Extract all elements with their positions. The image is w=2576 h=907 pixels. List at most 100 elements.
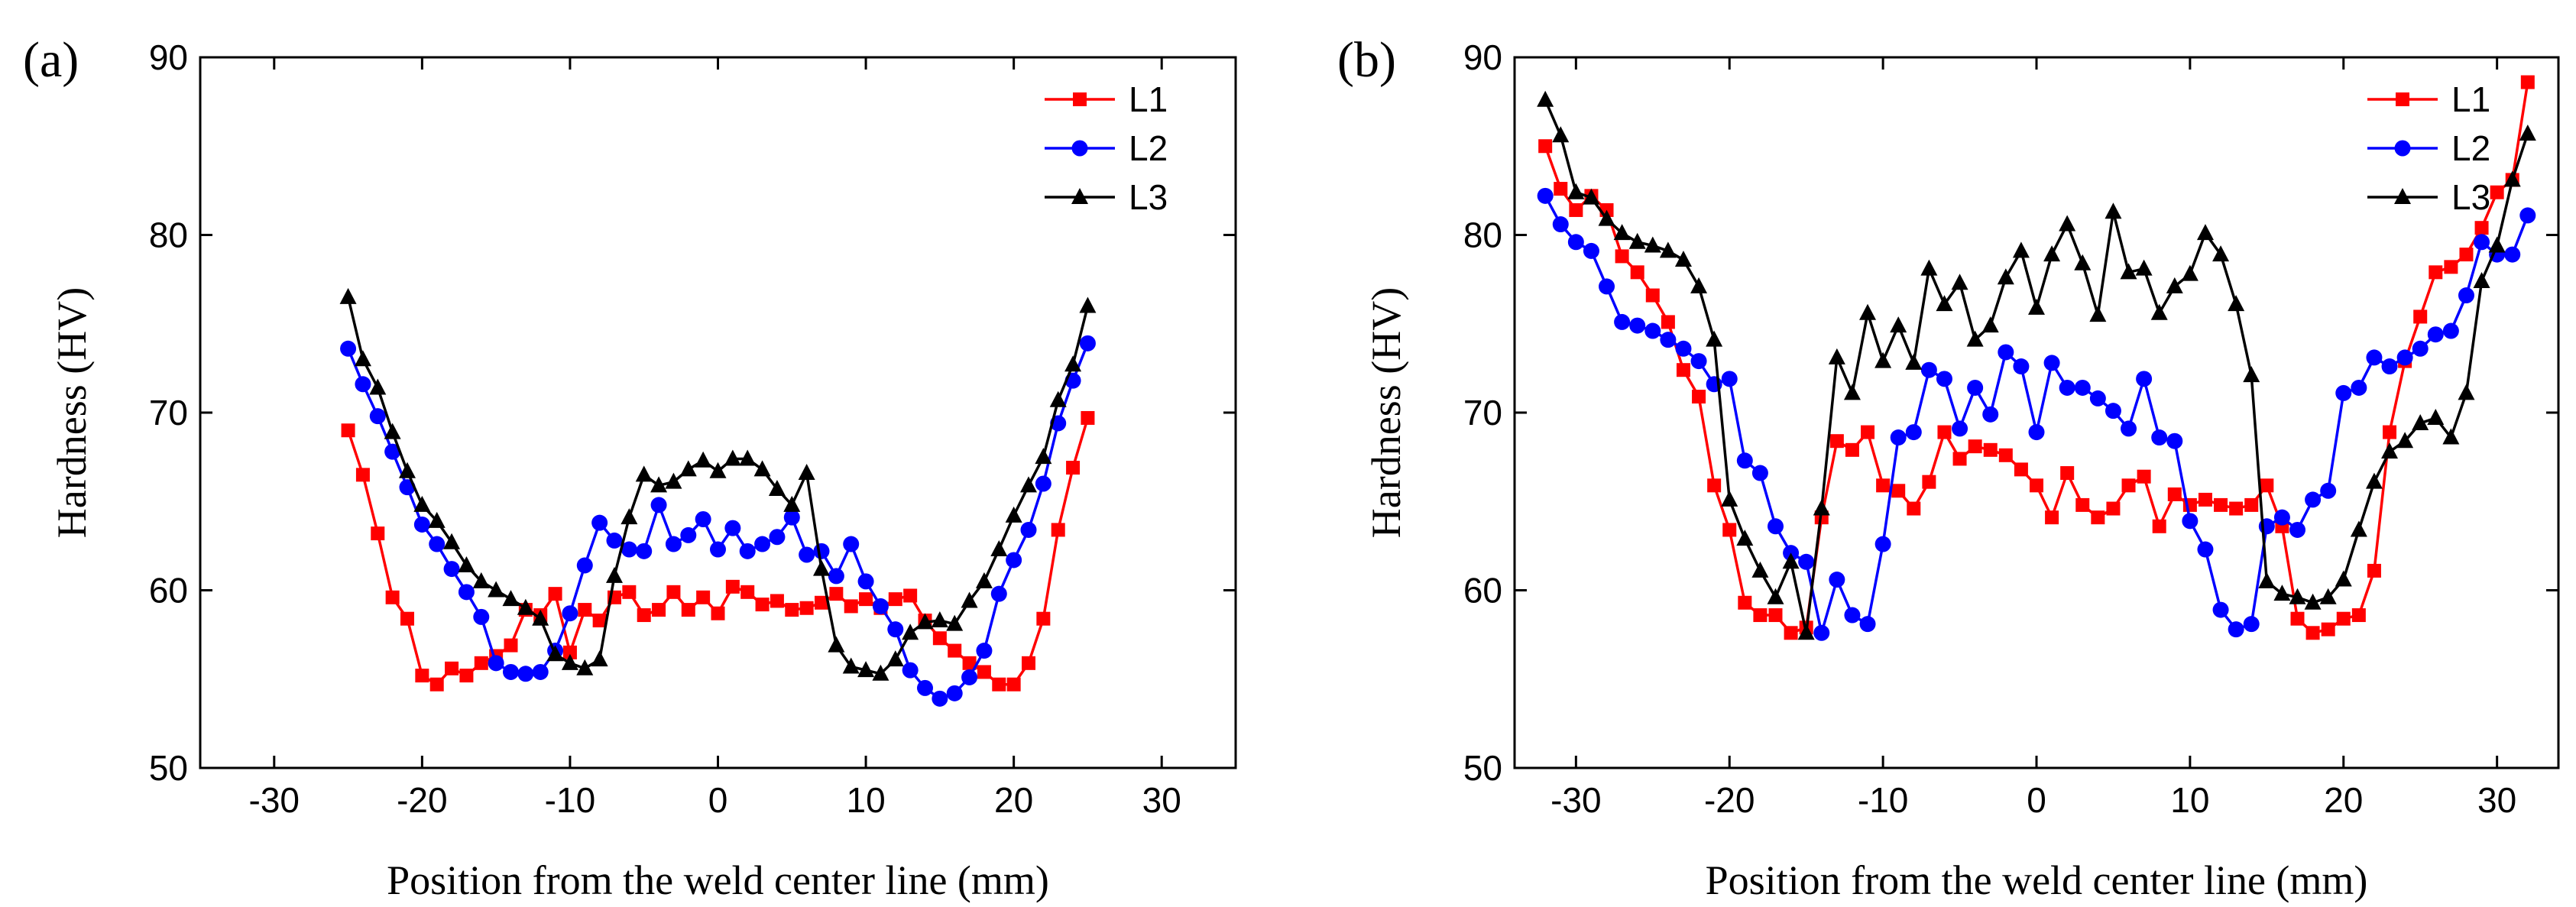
series-line	[1544, 99, 2529, 635]
data-point	[1997, 268, 2014, 285]
series-line	[346, 342, 1090, 701]
data-point	[546, 645, 564, 662]
data-point	[578, 603, 592, 617]
data-point	[946, 685, 963, 701]
data-point	[1767, 588, 1784, 604]
data-point	[2351, 379, 2367, 396]
data-point	[1874, 351, 1892, 368]
data-point	[1736, 452, 1753, 469]
data-point	[1552, 216, 1569, 233]
data-point	[1861, 425, 1875, 439]
data-point	[1690, 353, 1707, 370]
data-point	[1828, 348, 1845, 364]
x-tick-label: -30	[1550, 780, 1601, 820]
data-point	[2490, 185, 2504, 199]
data-point	[339, 287, 357, 304]
data-point	[2151, 429, 2168, 446]
data-point	[2305, 491, 2322, 508]
data-point	[1768, 608, 1783, 623]
data-point	[2459, 248, 2474, 262]
data-point	[1966, 330, 1984, 347]
x-tick-label: -10	[545, 780, 595, 820]
chart-panel-a: -30 -20 -10 0 10 20 30 50 60 70 80 90 Position from …	[23, 32, 1237, 903]
y-tick-label: 80	[1463, 215, 1502, 255]
data-point	[2321, 622, 2335, 637]
data-point	[341, 423, 355, 438]
legend-label: L2	[1129, 128, 1168, 168]
data-point	[1890, 316, 1907, 333]
data-point	[562, 645, 577, 659]
data-point	[1844, 607, 1861, 624]
data-point	[2273, 509, 2290, 526]
data-point	[458, 556, 475, 572]
data-point	[1751, 561, 1769, 578]
data-point	[2150, 303, 2168, 320]
data-point	[710, 541, 726, 558]
data-point	[635, 465, 653, 482]
panel-label: (a)	[23, 32, 79, 88]
legend-label: L1	[1129, 79, 1168, 119]
data-point	[872, 598, 889, 614]
data-point	[2106, 501, 2121, 516]
data-point	[828, 636, 845, 653]
data-point	[2427, 408, 2445, 425]
x-tick-label: 0	[2027, 780, 2046, 820]
legend-label: L1	[2451, 79, 2490, 119]
legend-label: L3	[2451, 177, 2490, 217]
series-L3	[339, 287, 1097, 681]
data-point	[400, 611, 414, 626]
data-point	[1064, 355, 1082, 372]
data-point	[2059, 215, 2076, 232]
data-point	[1751, 465, 1768, 481]
data-point	[1859, 303, 1877, 320]
data-point	[1843, 384, 1861, 400]
data-point	[1615, 249, 1629, 264]
data-point	[2413, 309, 2428, 324]
data-point	[622, 585, 637, 599]
data-point	[1721, 490, 1738, 507]
data-point	[548, 587, 562, 601]
data-point	[1998, 344, 2014, 361]
data-point	[340, 340, 357, 357]
data-point	[990, 540, 1008, 557]
data-point	[1798, 553, 1815, 570]
data-point	[813, 543, 830, 559]
data-point	[1890, 429, 1907, 446]
data-point	[1020, 521, 1037, 538]
data-point	[1036, 611, 1051, 626]
data-point	[1628, 232, 1646, 249]
data-point	[443, 533, 461, 549]
data-point	[1630, 265, 1644, 280]
data-point	[2504, 246, 2521, 263]
data-point	[887, 621, 904, 638]
data-point	[413, 495, 431, 512]
data-point	[2474, 234, 2490, 251]
data-point	[2335, 384, 2352, 401]
data-point	[948, 643, 962, 658]
y-tick-label: 80	[149, 215, 188, 255]
data-point	[1891, 484, 1906, 498]
data-point	[445, 661, 459, 675]
x-tick-label: 20	[2324, 780, 2363, 820]
data-point	[2442, 428, 2460, 445]
data-point	[813, 559, 830, 576]
data-point	[650, 497, 667, 513]
data-point	[1645, 288, 1660, 303]
data-point	[2381, 442, 2399, 459]
data-point	[474, 656, 488, 670]
data-point	[768, 479, 786, 496]
data-point	[679, 460, 697, 477]
data-point	[1675, 340, 1692, 357]
data-point	[753, 460, 771, 477]
data-point	[2319, 588, 2337, 604]
data-point	[621, 541, 637, 558]
y-tick-label: 70	[149, 393, 188, 432]
data-point	[1829, 572, 1845, 588]
data-point	[961, 591, 978, 608]
data-point	[976, 643, 993, 659]
data-point	[355, 376, 371, 393]
data-point	[1782, 552, 1800, 569]
data-point	[2152, 519, 2166, 533]
data-point	[1661, 315, 1675, 329]
data-point	[1020, 476, 1037, 493]
